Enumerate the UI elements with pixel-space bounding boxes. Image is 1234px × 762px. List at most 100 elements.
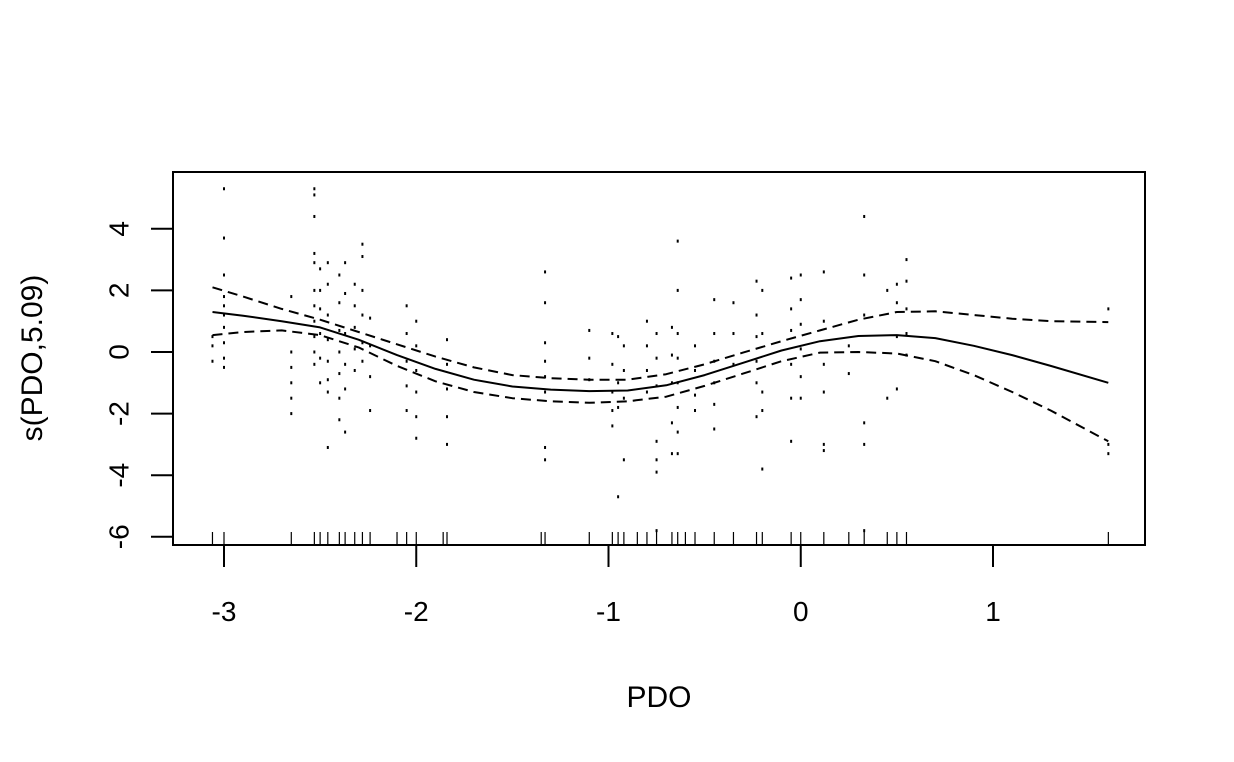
residual-point (223, 273, 225, 277)
plot-marks: -3 -2 -1 0 1 -6 -4 -2 0 2 4 (103, 187, 1110, 627)
residual-point (790, 396, 793, 400)
residual-point (313, 251, 316, 255)
residual-point (670, 325, 673, 329)
residual-point (694, 409, 697, 413)
residual-point (290, 365, 293, 369)
residual-point (694, 344, 697, 348)
residual-point (645, 344, 648, 348)
residual-point (415, 390, 418, 394)
residual-point (676, 239, 679, 243)
residual-point (905, 332, 908, 336)
residual-point (313, 193, 316, 197)
residual-point (415, 319, 418, 323)
residual-point (895, 387, 898, 391)
residual-point (544, 445, 547, 449)
upper-ci-line (212, 286, 1109, 381)
residual-point (755, 359, 758, 363)
residual-point (617, 381, 620, 385)
y-tick-label: -6 (103, 524, 134, 549)
residual-point (863, 421, 866, 425)
y-tick-label: -4 (103, 463, 134, 488)
residual-point (847, 372, 850, 376)
residual-point (799, 375, 802, 379)
residual-point (313, 261, 316, 265)
residual-point (319, 267, 322, 271)
residual-point (617, 495, 620, 499)
residual-point (822, 270, 825, 274)
residual-point (290, 396, 293, 400)
x-tick-label: 0 (793, 596, 809, 627)
residual-point (822, 390, 825, 394)
residual-point (326, 338, 329, 342)
residual-point (223, 187, 225, 191)
residual-point (319, 332, 322, 336)
residual-point (655, 439, 658, 443)
residual-point (211, 344, 214, 348)
residual-point (344, 430, 347, 434)
residual-point (713, 298, 716, 302)
plot-frame (172, 171, 1146, 546)
residual-point (676, 288, 679, 292)
residual-point (319, 288, 322, 292)
residual-point (223, 295, 225, 299)
residual-point (290, 295, 293, 299)
x-tick-label: -2 (404, 596, 429, 627)
residual-point (223, 356, 225, 360)
residual-point (415, 436, 418, 440)
residual-point (353, 325, 356, 329)
residual-point (338, 418, 341, 422)
x-axis-title: PDO (626, 681, 691, 714)
residual-point (446, 442, 449, 446)
residual-point (905, 279, 908, 283)
residual-point (361, 242, 364, 246)
residual-point (361, 288, 364, 292)
residual-point (313, 187, 316, 191)
residual-point (611, 390, 614, 394)
residual-point (313, 362, 316, 366)
residual-point (223, 325, 225, 329)
residual-point (344, 387, 347, 391)
residual-point (544, 270, 547, 274)
residual-point (405, 409, 408, 413)
residual-point (694, 393, 697, 397)
y-tick-label: 4 (103, 221, 134, 237)
x-tick-label: 1 (985, 596, 1001, 627)
residual-point (223, 365, 225, 369)
residual-point (1107, 452, 1110, 456)
residual-point (361, 341, 364, 345)
residual-point (847, 344, 850, 348)
residual-point (761, 467, 764, 471)
residual-point (405, 384, 408, 388)
residual-point (755, 381, 758, 385)
residual-point (799, 347, 802, 351)
residual-point (326, 313, 329, 317)
x-tick-label: -1 (596, 596, 621, 627)
residual-point (895, 301, 898, 305)
residual-point (676, 430, 679, 434)
residual-point (761, 390, 764, 394)
residual-point (645, 368, 648, 372)
residual-point (369, 409, 372, 413)
residual-point (895, 335, 898, 339)
residual-point (223, 313, 225, 317)
residual-point (313, 319, 316, 323)
residual-point (326, 359, 329, 363)
residual-point (344, 332, 347, 336)
residual-point (544, 390, 547, 394)
residual-point (622, 368, 625, 372)
residual-point (863, 273, 866, 277)
residual-point (713, 427, 716, 431)
residual-point (863, 529, 866, 533)
residual-point (863, 442, 866, 446)
residual-point (361, 255, 364, 259)
residual-point (905, 307, 908, 311)
residual-point (799, 273, 802, 277)
residual-point (655, 332, 658, 336)
residual-point (863, 214, 866, 218)
residual-point (761, 409, 764, 413)
residual-point (1107, 307, 1110, 311)
residual-point (290, 412, 293, 416)
residual-point (326, 390, 329, 394)
residual-point (799, 396, 802, 400)
residual-point (415, 368, 418, 372)
